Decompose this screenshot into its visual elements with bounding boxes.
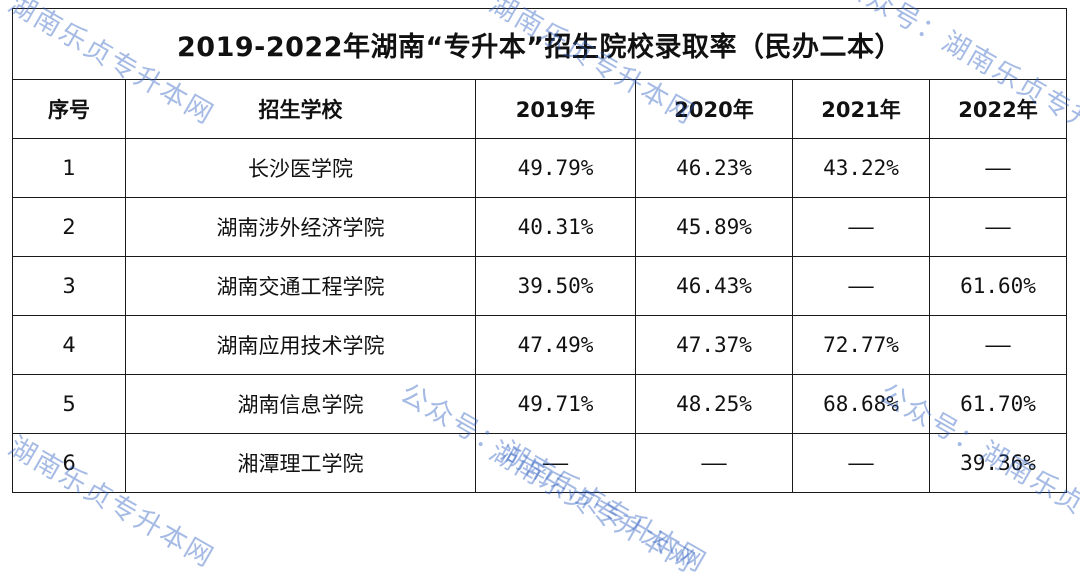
rate-2022: 61.70% bbox=[930, 375, 1067, 434]
title-row: 2019-2022年湖南“专升本”招生院校录取率（民办二本） bbox=[13, 9, 1067, 80]
rate-2022: —— bbox=[930, 198, 1067, 257]
rate-2020: 46.43% bbox=[636, 257, 793, 316]
header-index: 序号 bbox=[13, 80, 126, 139]
rate-2021: 72.77% bbox=[793, 316, 930, 375]
row-index: 2 bbox=[13, 198, 126, 257]
rate-2020: 45.89% bbox=[636, 198, 793, 257]
rate-2020: 47.37% bbox=[636, 316, 793, 375]
row-index: 5 bbox=[13, 375, 126, 434]
rate-2019: 49.71% bbox=[476, 375, 636, 434]
rate-2020: 46.23% bbox=[636, 139, 793, 198]
school-name: 湘潭理工学院 bbox=[126, 434, 476, 493]
rate-2022: 61.60% bbox=[930, 257, 1067, 316]
rate-2022: 39.36% bbox=[930, 434, 1067, 493]
header-row: 序号 招生学校 2019年 2020年 2021年 2022年 bbox=[13, 80, 1067, 139]
school-name: 长沙医学院 bbox=[126, 139, 476, 198]
rate-2020: —— bbox=[636, 434, 793, 493]
header-2020: 2020年 bbox=[636, 80, 793, 139]
rate-2021: 43.22% bbox=[793, 139, 930, 198]
rate-2021: —— bbox=[793, 198, 930, 257]
rate-2019: 47.49% bbox=[476, 316, 636, 375]
rate-2021: 68.68% bbox=[793, 375, 930, 434]
rate-2020: 48.25% bbox=[636, 375, 793, 434]
admission-rate-table: 2019-2022年湖南“专升本”招生院校录取率（民办二本） 序号 招生学校 2… bbox=[12, 8, 1067, 493]
school-name: 湖南涉外经济学院 bbox=[126, 198, 476, 257]
rate-2022: —— bbox=[930, 139, 1067, 198]
header-2021: 2021年 bbox=[793, 80, 930, 139]
rate-2022: —— bbox=[930, 316, 1067, 375]
rate-2019: 40.31% bbox=[476, 198, 636, 257]
school-name: 湖南交通工程学院 bbox=[126, 257, 476, 316]
school-name: 湖南应用技术学院 bbox=[126, 316, 476, 375]
header-2022: 2022年 bbox=[930, 80, 1067, 139]
school-name: 湖南信息学院 bbox=[126, 375, 476, 434]
header-2019: 2019年 bbox=[476, 80, 636, 139]
table-title: 2019-2022年湖南“专升本”招生院校录取率（民办二本） bbox=[13, 9, 1067, 80]
row-index: 6 bbox=[13, 434, 126, 493]
header-school: 招生学校 bbox=[126, 80, 476, 139]
row-index: 3 bbox=[13, 257, 126, 316]
rate-2021: —— bbox=[793, 257, 930, 316]
row-index: 4 bbox=[13, 316, 126, 375]
rate-2019: —— bbox=[476, 434, 636, 493]
rate-2019: 39.50% bbox=[476, 257, 636, 316]
rate-2019: 49.79% bbox=[476, 139, 636, 198]
row-index: 1 bbox=[13, 139, 126, 198]
rate-2021: —— bbox=[793, 434, 930, 493]
